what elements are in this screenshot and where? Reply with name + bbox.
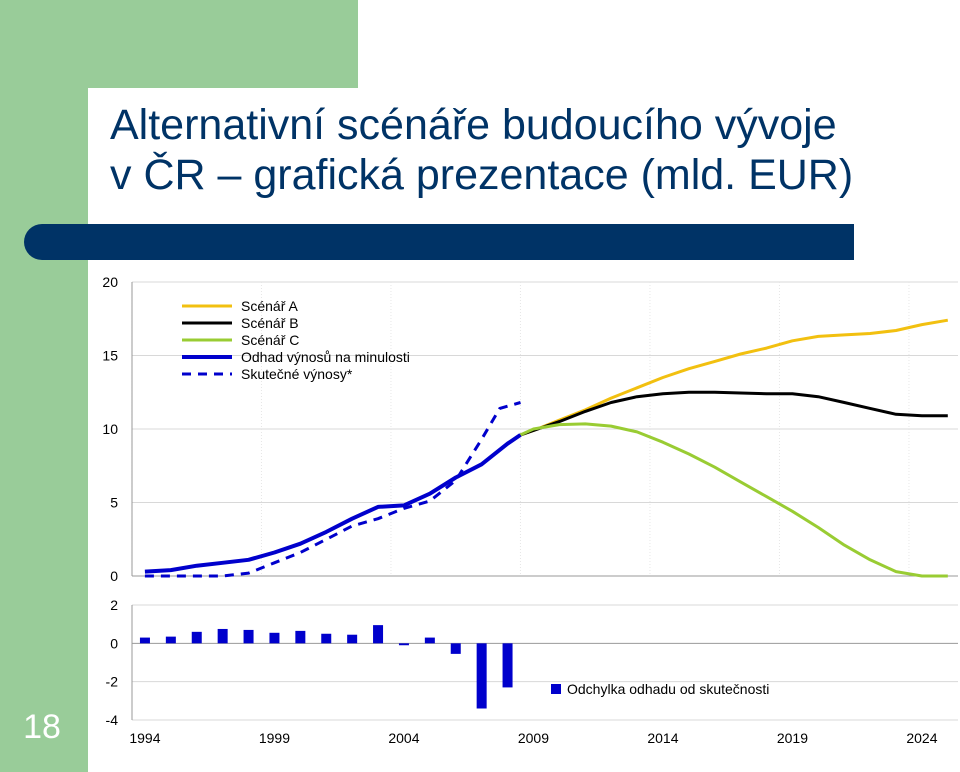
series-line-5 — [144, 401, 521, 578]
deviation-bar — [295, 630, 306, 644]
x-tick-label: 1994 — [129, 730, 160, 746]
legend-label: Skutečné výnosy* — [241, 366, 353, 382]
deviation-bar — [502, 643, 513, 688]
legend-label: Scénář B — [241, 315, 299, 331]
slide-title-line-2: v ČR – grafická prezentace (mld. EUR) — [110, 151, 854, 199]
x-tick-label: 1999 — [259, 730, 290, 746]
deviation-bar — [321, 633, 332, 644]
slide-title-line-1: Alternativní scénáře budoucího vývoje — [110, 101, 837, 149]
y-tick-label: 15 — [102, 348, 118, 364]
x-tick-label: 2024 — [906, 730, 937, 746]
series-line-1 — [520, 318, 949, 437]
series-line-2 — [520, 390, 948, 437]
deviation-bar — [476, 643, 487, 709]
legend-label: Odhad výnosů na minulosti — [241, 349, 410, 365]
title-underline-band — [24, 224, 854, 260]
legend-label: Scénář A — [241, 298, 298, 314]
x-tick-label: 2014 — [647, 730, 678, 746]
y-tick-label: 10 — [102, 421, 118, 437]
deviation-bar — [269, 632, 280, 644]
deviation-bar — [243, 629, 254, 644]
deviation-bar — [165, 636, 176, 644]
series-line-3 — [519, 422, 948, 578]
deviation-bar — [217, 628, 228, 644]
deviation-bar — [191, 631, 202, 644]
deviation-bar — [139, 637, 150, 644]
slide-number: 18 — [23, 708, 61, 746]
legend-label: Scénář C — [241, 332, 299, 348]
y-tick-label: -2 — [106, 674, 119, 690]
legend-swatch-bar — [551, 684, 561, 694]
x-tick-label: 2004 — [388, 730, 419, 746]
deviation-bar — [398, 643, 409, 646]
legend-label-bar: Odchylka odhadu od skutečnosti — [567, 681, 769, 697]
deviation-bar — [347, 634, 358, 644]
deviation-bar — [373, 625, 384, 644]
y-tick-label: 20 — [102, 274, 118, 290]
green-top-block — [0, 0, 358, 88]
y-tick-label: 0 — [110, 568, 118, 584]
deviation-bar — [450, 643, 461, 654]
x-tick-label: 2019 — [777, 730, 808, 746]
green-sidebar — [0, 0, 88, 772]
deviation-bar-panel: -4 -2 0 2 Odchylka odhadu od skutečnosti 1994… — [106, 597, 958, 746]
deviation-bar — [424, 637, 435, 644]
y-tick-label: 2 — [110, 597, 118, 613]
slide-title: Alternativní scénáře budoucího vývoje v … — [110, 100, 853, 200]
y-tick-label: 5 — [110, 495, 118, 511]
series-line-4 — [144, 433, 522, 574]
x-tick-label: 2009 — [518, 730, 549, 746]
y-tick-label: 0 — [110, 635, 118, 651]
y-tick-label: -4 — [106, 712, 119, 728]
